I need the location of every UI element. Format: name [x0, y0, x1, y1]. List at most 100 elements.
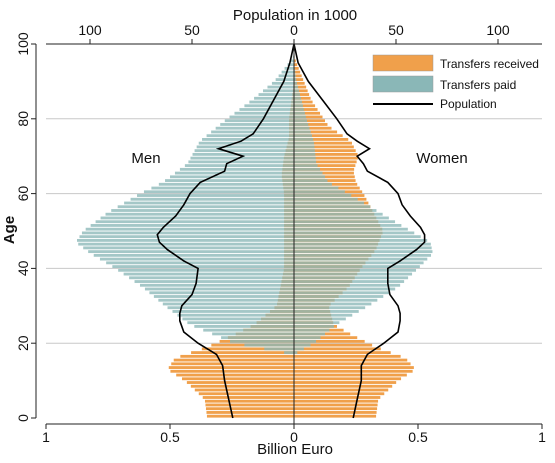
bar-received-women	[294, 126, 332, 130]
bar-received-women	[294, 119, 325, 123]
bar-paid-men	[151, 186, 294, 190]
bar-paid-women	[294, 257, 428, 261]
bar-paid-men	[85, 227, 295, 231]
bar-received-women	[294, 115, 323, 119]
bar-paid-men	[179, 167, 294, 171]
bar-paid-men	[93, 253, 295, 257]
bar-received-women	[294, 156, 358, 160]
bar-paid-men	[106, 261, 294, 265]
bar-paid-women	[294, 261, 424, 265]
bar-paid-men	[165, 179, 294, 182]
bar-paid-women	[294, 298, 378, 302]
top-axis-title: Population in 1000	[233, 7, 357, 24]
series-paid-women	[294, 63, 433, 355]
bar-paid-men	[187, 321, 294, 325]
bar-paid-men	[290, 59, 294, 63]
bar-paid-women	[294, 111, 305, 115]
y-axis-title: Age	[1, 216, 18, 244]
bar-paid-women	[294, 302, 372, 306]
women-label: Women	[416, 150, 467, 167]
bar-received-women	[294, 141, 352, 145]
bar-paid-women	[294, 123, 309, 126]
bar-received-men	[206, 414, 294, 418]
bar-received-women	[294, 152, 358, 156]
bottom-tick-label: 0.5	[408, 429, 428, 445]
bar-paid-women	[294, 287, 396, 291]
bar-paid-women	[294, 328, 330, 332]
bar-paid-women	[294, 310, 359, 313]
bar-received-women	[294, 362, 411, 366]
bar-paid-women	[294, 351, 298, 355]
bar-received-women	[294, 100, 313, 104]
bar-paid-men	[100, 216, 294, 220]
bar-paid-men	[158, 298, 294, 302]
bar-paid-women	[294, 145, 315, 149]
bar-paid-women	[294, 246, 432, 250]
bar-paid-women	[294, 343, 311, 347]
bar-paid-men	[234, 111, 294, 115]
bar-received-women	[294, 403, 378, 407]
bar-received-women	[294, 85, 307, 89]
bottom-tick-label: 1	[42, 429, 50, 445]
bar-received-men	[173, 358, 294, 362]
bottom-axis-title: Billion Euro	[257, 441, 333, 458]
bar-paid-men	[287, 63, 294, 67]
bar-received-men	[205, 407, 294, 411]
bar-received-women	[294, 81, 305, 85]
bar-paid-men	[203, 328, 294, 332]
bar-paid-men	[90, 224, 294, 227]
bar-received-women	[294, 171, 354, 175]
top-tick-label: 0	[290, 22, 298, 38]
bar-paid-women	[294, 70, 296, 74]
bar-paid-women	[294, 115, 306, 119]
bar-paid-women	[294, 85, 298, 89]
bar-paid-women	[294, 313, 353, 317]
bar-paid-men	[170, 175, 294, 179]
bar-paid-men	[284, 66, 294, 70]
bar-received-men	[205, 403, 294, 407]
bar-paid-women	[294, 89, 299, 93]
bar-paid-women	[294, 78, 297, 81]
bar-paid-men	[139, 283, 294, 287]
bar-paid-men	[281, 70, 294, 74]
bar-paid-men	[196, 145, 294, 149]
bar-paid-women	[294, 171, 323, 175]
bar-paid-men	[143, 190, 294, 194]
bar-paid-men	[83, 246, 294, 250]
bar-paid-women	[294, 295, 384, 298]
bar-received-women	[294, 164, 356, 168]
bar-received-women	[294, 160, 357, 164]
bar-paid-women	[294, 231, 415, 235]
bar-paid-women	[294, 152, 316, 156]
bar-paid-women	[294, 317, 346, 321]
bar-paid-women	[294, 134, 312, 138]
bar-paid-men	[292, 55, 294, 59]
bar-paid-men	[198, 141, 294, 145]
bar-received-women	[294, 366, 414, 369]
y-tick-label: 0	[15, 414, 31, 422]
bar-paid-men	[118, 268, 294, 272]
bar-received-men	[176, 373, 294, 377]
bar-received-women	[294, 89, 308, 93]
bar-received-men	[194, 388, 294, 392]
bar-received-men	[206, 411, 294, 414]
bar-received-women	[294, 339, 365, 343]
y-tick-label: 40	[15, 260, 31, 276]
series-paid-men	[77, 55, 295, 355]
bar-received-women	[294, 336, 358, 340]
bar-paid-women	[294, 321, 340, 325]
bar-paid-women	[294, 306, 366, 310]
bar-paid-women	[294, 74, 296, 78]
bar-paid-men	[192, 152, 294, 156]
bar-paid-women	[294, 209, 377, 212]
bar-received-men	[170, 369, 294, 373]
bar-received-men	[171, 362, 294, 366]
bar-paid-women	[294, 197, 358, 201]
bottom-tick-label: 0	[290, 429, 298, 445]
bar-paid-women	[294, 268, 417, 272]
bar-paid-women	[294, 160, 317, 164]
bar-paid-women	[294, 212, 383, 216]
bar-paid-women	[294, 339, 317, 343]
bar-paid-women	[294, 201, 365, 205]
bar-paid-women	[294, 280, 405, 283]
